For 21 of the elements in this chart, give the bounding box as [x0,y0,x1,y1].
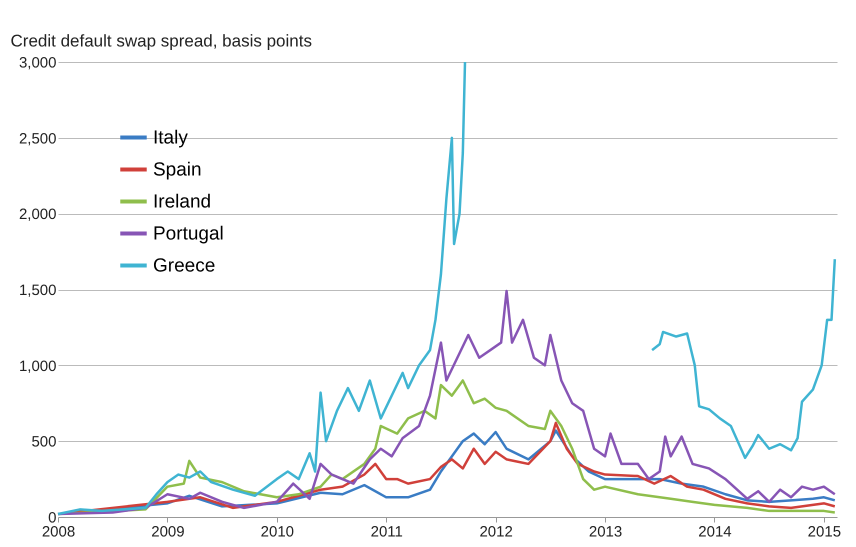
legend-label: Greece [153,256,216,276]
legend-label: Spain [153,160,202,180]
y-tick-label: 3,000 [18,54,56,72]
x-tick-label: 2008 [42,524,76,540]
y-axis-title: Credit default swap spread, basis points [10,32,312,50]
y-tick-label: 1,500 [18,282,56,299]
x-tick-label: 2009 [151,524,185,540]
x-tick-label: 2015 [808,524,842,540]
y-tick-label: 1,000 [18,358,56,375]
y-tick-label: 2,500 [18,130,56,148]
x-tick-label: 2014 [698,524,732,540]
y-tick-label: 2,000 [18,206,56,224]
y-tick-label: 500 [31,434,56,451]
x-tick-label: 2013 [588,524,622,540]
x-tick-label: 2011 [370,524,403,540]
legend-label: Italy [153,128,188,148]
x-tick-label: 2010 [260,524,294,540]
x-tick-label: 2012 [479,524,513,540]
y-tick-label: 0 [48,510,56,526]
legend-label: Ireland [153,192,212,212]
legend-label: Portugal [153,224,224,244]
